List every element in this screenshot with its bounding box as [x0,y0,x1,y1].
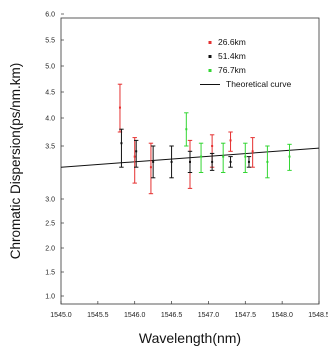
data-point [170,160,173,163]
data-point [200,155,203,158]
x-tick-label: 1545.0 [50,312,72,319]
x-tick-label: 1545.5 [87,312,109,319]
x-tick-label: 1547.0 [198,312,220,319]
data-series [117,83,292,195]
data-point [133,155,136,158]
y-tick-label: 4.5 [45,90,55,97]
series-51-4km [119,128,252,179]
y-axis-label: Chromatic Dispersion(ps/nm.km) [8,63,23,260]
y-tick-label: 1.5 [45,270,55,277]
data-point [120,142,123,145]
legend-marker [208,41,212,44]
data-point [149,166,152,169]
data-point [266,160,269,163]
x-axis-ticks: 1545.0 1545.5 1546.0 1546.5 1547.0 1547.5 1548… [50,301,328,319]
x-tick-label: 1548.0 [271,312,293,319]
data-point [211,145,214,147]
y-tick-label: 3.0 [45,197,55,204]
x-tick-label: 1546.0 [124,312,146,319]
data-point [251,150,254,153]
data-point [135,150,138,153]
data-point [152,160,155,163]
plot-frame [60,17,320,305]
legend-label: Theoretical curve [226,79,291,89]
y-tick-label: 6.0 [45,12,55,19]
legend: 26.6km 51.4km 76.7km Theoretical curve [200,37,291,89]
y-tick-label: 4.0 [45,116,55,123]
legend-marker [208,55,212,58]
y-tick-label: 2.5 [45,221,55,228]
legend-marker [208,69,212,72]
y-tick-label: 1.0 [45,294,55,301]
data-point [244,155,247,158]
data-point [189,160,191,163]
y-tick-label: 3.5 [45,144,55,151]
legend-label: 76.7km [218,65,246,75]
data-point [288,155,291,158]
data-point [211,160,214,163]
data-point [229,139,232,142]
data-point [247,160,250,163]
data-point [222,155,225,158]
y-tick-label: 5.0 [45,64,55,71]
legend-label: 51.4km [218,51,246,61]
x-tick-label: 1547.5 [235,312,257,319]
data-point [229,160,232,163]
x-axis-label: Wavelength(nm) [139,330,241,346]
x-tick-label: 1546.5 [161,312,183,319]
y-tick-label: 5.5 [45,38,55,45]
data-point [118,106,121,109]
y-axis-ticks: 1.0 1.5 2.0 2.5 3.0 3.5 4.0 4.5 5.0 5.5 6.0 [45,12,64,301]
legend-label: 26.6km [218,37,246,47]
series-76-7km [184,112,292,179]
data-point [185,128,188,131]
y-tick-label: 2.0 [45,246,55,253]
x-tick-label: 1548.5 [308,312,328,319]
